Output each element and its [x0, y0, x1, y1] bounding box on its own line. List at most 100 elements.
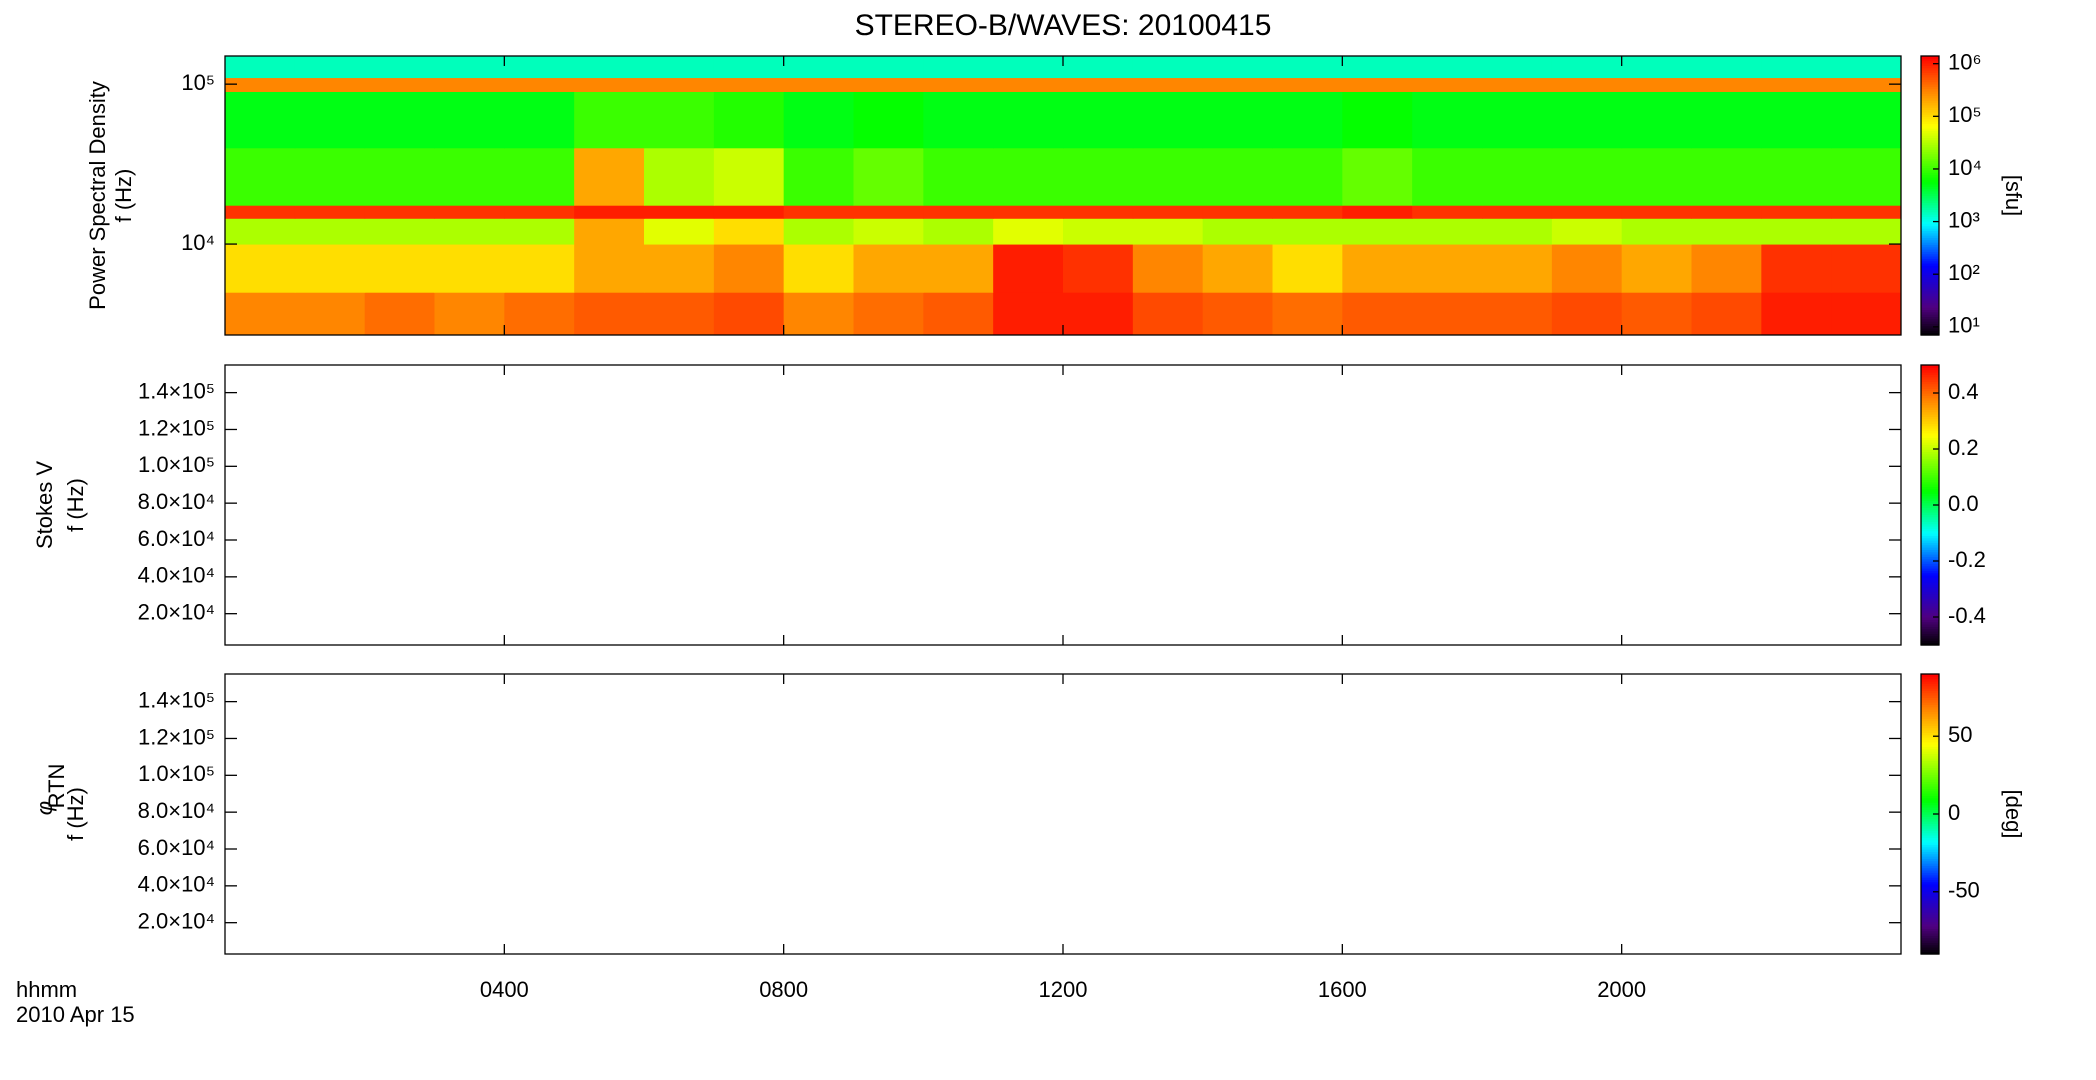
heatmap-cell — [1621, 147, 1692, 206]
colorbar-swatch — [1921, 572, 1939, 576]
colorbar-swatch — [1921, 407, 1939, 410]
heatmap-cell — [1342, 91, 1413, 149]
colorbar-swatch — [1921, 783, 1939, 787]
heatmap-cell — [1202, 205, 1273, 219]
colorbar-swatch — [1921, 121, 1939, 125]
colorbar-swatch — [1921, 151, 1939, 155]
heatmap-cell — [1272, 292, 1343, 336]
colorbar-swatch — [1921, 568, 1939, 571]
colorbar-swatch — [1921, 223, 1939, 227]
colorbar-swatch — [1921, 142, 1939, 145]
colorbar-swatch — [1921, 933, 1939, 936]
heatmap-cell — [644, 147, 715, 206]
colorbar-swatch — [1921, 388, 1939, 392]
colorbar-swatch — [1921, 844, 1939, 848]
colorbar-swatch — [1921, 886, 1939, 890]
colorbar-swatch — [1921, 69, 1939, 73]
colorbar-swatch — [1921, 744, 1939, 747]
colorbar-swatch — [1921, 600, 1939, 604]
colorbar-swatch — [1921, 65, 1939, 69]
heatmap-cell — [1063, 218, 1134, 245]
colorbar-swatch — [1921, 158, 1939, 162]
colorbar-swatch — [1921, 727, 1939, 731]
colorbar-swatch — [1921, 617, 1939, 620]
colorbar-swatch — [1921, 288, 1939, 292]
heatmap-cell — [294, 77, 366, 92]
colorbar-swatch — [1921, 626, 1939, 630]
y-axis-title-sub: RTN — [44, 764, 69, 809]
colorbar-swatch — [1921, 276, 1939, 280]
heatmap-cell — [1272, 77, 1343, 92]
colorbar-swatch — [1921, 716, 1939, 719]
colorbar-swatch — [1921, 383, 1939, 387]
colorbar-tick-label: 10¹ — [1948, 313, 1980, 338]
heatmap-cell — [923, 218, 994, 245]
colorbar-swatch — [1921, 633, 1939, 637]
heatmap-cell — [574, 205, 645, 219]
colorbar-swatch — [1921, 372, 1939, 375]
colorbar-swatch — [1921, 470, 1939, 473]
colorbar-swatch — [1921, 737, 1939, 740]
heatmap-cell — [1342, 218, 1413, 245]
colorbar-swatch — [1921, 774, 1939, 778]
y-tick-label: 2.0×10⁴ — [138, 599, 215, 624]
colorbar-swatch — [1921, 102, 1939, 106]
heatmap-cell — [644, 205, 715, 219]
heatmap-cell — [1551, 244, 1623, 293]
heatmap-cell — [713, 56, 785, 79]
colorbar-swatch — [1921, 846, 1939, 850]
colorbar-swatch — [1921, 88, 1939, 92]
colorbar-swatch — [1921, 130, 1939, 134]
heatmap-cell — [434, 205, 505, 219]
colorbar-tick-label: 10³ — [1948, 207, 1980, 232]
colorbar-swatch — [1921, 56, 1939, 59]
colorbar-swatch — [1921, 325, 1939, 329]
heatmap-cell — [923, 292, 994, 336]
colorbar-swatch — [1921, 160, 1939, 164]
heatmap-cell — [574, 56, 645, 79]
colorbar-swatch — [1921, 428, 1939, 431]
y-tick-label: 4.0×10⁴ — [138, 563, 215, 588]
heatmap-cell — [1412, 292, 1483, 336]
colorbar-swatch — [1921, 907, 1939, 911]
colorbar-swatch — [1921, 242, 1939, 245]
colorbar-swatch — [1921, 570, 1939, 574]
heatmap-cell — [853, 292, 924, 336]
colorbar-swatch — [1921, 248, 1939, 252]
colorbar-swatch — [1921, 376, 1939, 380]
y-axis-title: Stokes V — [32, 461, 57, 549]
colorbar-swatch — [1921, 767, 1939, 771]
colorbar-swatch — [1921, 772, 1939, 775]
colorbar-swatch — [1921, 304, 1939, 308]
colorbar-swatch — [1921, 863, 1939, 866]
heatmap-cell — [1202, 91, 1273, 149]
heatmap-cell — [1761, 56, 1832, 79]
heatmap-cell — [644, 91, 715, 149]
heatmap-cell — [993, 56, 1064, 79]
heatmap-cell — [364, 56, 435, 79]
colorbar-swatch — [1921, 591, 1939, 595]
colorbar-swatch — [1921, 186, 1939, 190]
colorbar-swatch — [1921, 274, 1939, 278]
heatmap-cell — [1551, 292, 1623, 336]
colorbar-swatch — [1921, 283, 1939, 287]
colorbar-swatch — [1921, 593, 1939, 597]
colorbar-swatch — [1921, 484, 1939, 487]
colorbar-swatch — [1921, 912, 1939, 915]
colorbar-swatch — [1921, 125, 1939, 129]
colorbar-swatch — [1921, 209, 1939, 213]
colorbar-swatch — [1921, 940, 1939, 943]
colorbar-swatch — [1921, 514, 1939, 518]
colorbar-swatch — [1921, 951, 1939, 955]
colorbar-swatch — [1921, 397, 1939, 401]
heatmap-cell — [853, 218, 924, 245]
colorbar-swatch — [1921, 718, 1939, 722]
colorbar-swatch — [1921, 123, 1939, 127]
heatmap-cell — [1761, 244, 1832, 293]
heatmap-cell — [225, 292, 296, 336]
colorbar-swatch — [1921, 400, 1939, 403]
heatmap-cell — [1621, 56, 1692, 79]
colorbar-swatch — [1921, 674, 1939, 677]
heatmap-cell — [1412, 77, 1483, 92]
colorbar-swatch — [1921, 779, 1939, 782]
